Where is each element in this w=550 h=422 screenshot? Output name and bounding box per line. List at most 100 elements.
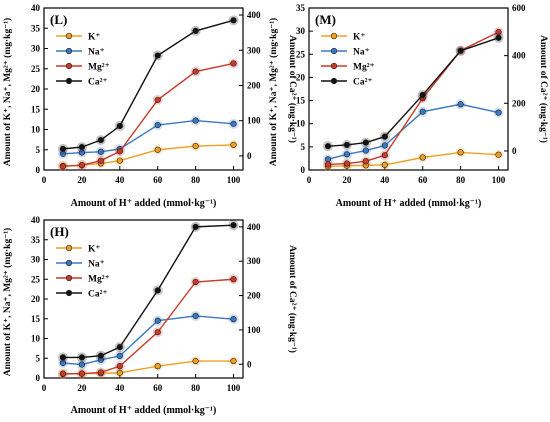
y-tick-label-left: 0 [301,165,306,175]
data-point [154,363,161,370]
data-point [230,222,237,229]
plot-frame [43,219,244,379]
data-point [116,122,123,130]
y-axis-label-left: Amount of K⁺, Na⁺, Mg²⁺ (mg·kg⁻¹) [2,228,13,376]
panel-label: (L) [50,12,67,27]
data-point [154,287,161,294]
y-tick-label-left: 30 [31,255,41,265]
data-point [230,17,237,24]
data-point [78,144,86,151]
data-point [381,142,388,149]
y-axis-label-right: Amount of Ca²⁺ (mg·kg⁻¹) [538,35,549,143]
data-point [78,370,86,377]
data-point [192,68,199,75]
data-point [343,141,351,149]
data-point [457,47,464,54]
y-tick-label-left: 25 [31,64,41,74]
data-point [362,147,369,154]
x-tick-label: 80 [456,175,466,185]
series-line-0 [327,151,499,167]
data-point [192,117,199,124]
x-axis-label: Amount of H⁺ added (mmol·kg⁻¹) [71,198,217,209]
data-point [59,145,67,152]
y-tick-label-left: 35 [31,23,41,33]
legend-marker [330,32,338,40]
y-tick-label-left: 25 [31,274,41,284]
y-tick-label-right: 300 [247,256,261,266]
y-tick-label-left: 5 [301,142,306,152]
y-tick-label-left: 10 [31,125,41,135]
y-tick-label-left: 20 [31,294,41,304]
data-point [381,152,388,159]
legend-marker [330,62,338,70]
data-point [381,133,388,140]
data-point [230,141,237,148]
y-tick-label-right: 200 [247,291,261,301]
y-tick-label-left: 10 [296,119,306,129]
data-point [192,357,199,365]
data-point [419,108,426,115]
panel-m: 0 20 40 60 80 100 0 5 10 15 20 25 30 35 0 200 400 600 Amou… [268,3,549,209]
data-point [381,161,388,169]
data-point [116,157,123,164]
y-tick-label-left: 25 [296,49,306,59]
legend-marker [65,77,73,85]
y-tick-label-right: 200 [512,98,526,108]
x-tick-label: 0 [307,175,312,185]
x-tick-label: 40 [115,175,125,185]
y-tick-label-left: 20 [31,84,41,94]
x-tick-label: 80 [191,175,201,185]
legend-marker [65,259,73,267]
data-point [116,363,123,370]
y-tick-label-right: 400 [512,51,526,61]
data-point [495,34,502,41]
y-tick-label-right: 300 [247,45,261,55]
series-line-0 [62,144,234,167]
data-point [97,157,104,164]
y-axis-label-left: Amount of K⁺, Na⁺, Mg²⁺ (mg·kg⁻¹) [2,18,13,166]
x-tick-label: 100 [227,383,241,393]
legend-marker [65,47,73,55]
data-point [324,143,332,150]
x-tick-label: 20 [342,175,352,185]
y-tick-label-right: 200 [247,80,261,90]
data-point [116,352,123,359]
y-axis-label-right: Amount of Ca²⁺ (mg·kg⁻¹) [287,35,298,143]
x-tick-label: 20 [77,175,87,185]
legend-label: Na⁺ [88,48,105,58]
y-tick-label-left: 30 [296,26,306,36]
panel-l: 0 20 40 60 80 1000510152025303540010020030040… [2,3,298,209]
y-tick-label-right: 0 [247,151,252,161]
x-tick-label: 40 [380,175,390,185]
y-tick-label-right: 600 [512,3,526,13]
legend-label: K⁺ [353,33,365,43]
x-tick-label: 0 [42,383,47,393]
data-point [362,139,369,146]
data-point [59,354,67,361]
panel-h: 0 20 40 60 80 1000510152025303540010020030040… [2,215,298,416]
panel-label: (H) [50,224,69,239]
legend-marker [330,77,338,85]
legend-marker [65,274,73,282]
data-point [154,96,161,104]
data-point [116,148,123,155]
y-tick-label-right: 0 [512,146,517,156]
data-point [230,60,237,67]
data-point [59,370,67,377]
x-tick-label: 60 [153,383,163,393]
legend-marker [65,32,73,40]
data-point [97,369,104,376]
legend-label: Mg²⁺ [88,275,110,285]
y-axis-label-left: Amount of K⁺, Na⁺, Mg²⁺ (mg·kg⁻¹) [268,18,279,166]
y-tick-label-left: 35 [296,3,306,13]
data-point [495,151,502,158]
data-point [59,163,67,170]
data-point [78,361,86,368]
legend-label: Na⁺ [88,260,105,270]
plot-frame [308,7,509,171]
y-tick-label-right: 0 [247,359,252,369]
y-tick-label-left: 10 [31,334,41,344]
legend-label: K⁺ [88,245,100,255]
series-line-1 [62,119,234,155]
legend-marker [65,62,73,70]
